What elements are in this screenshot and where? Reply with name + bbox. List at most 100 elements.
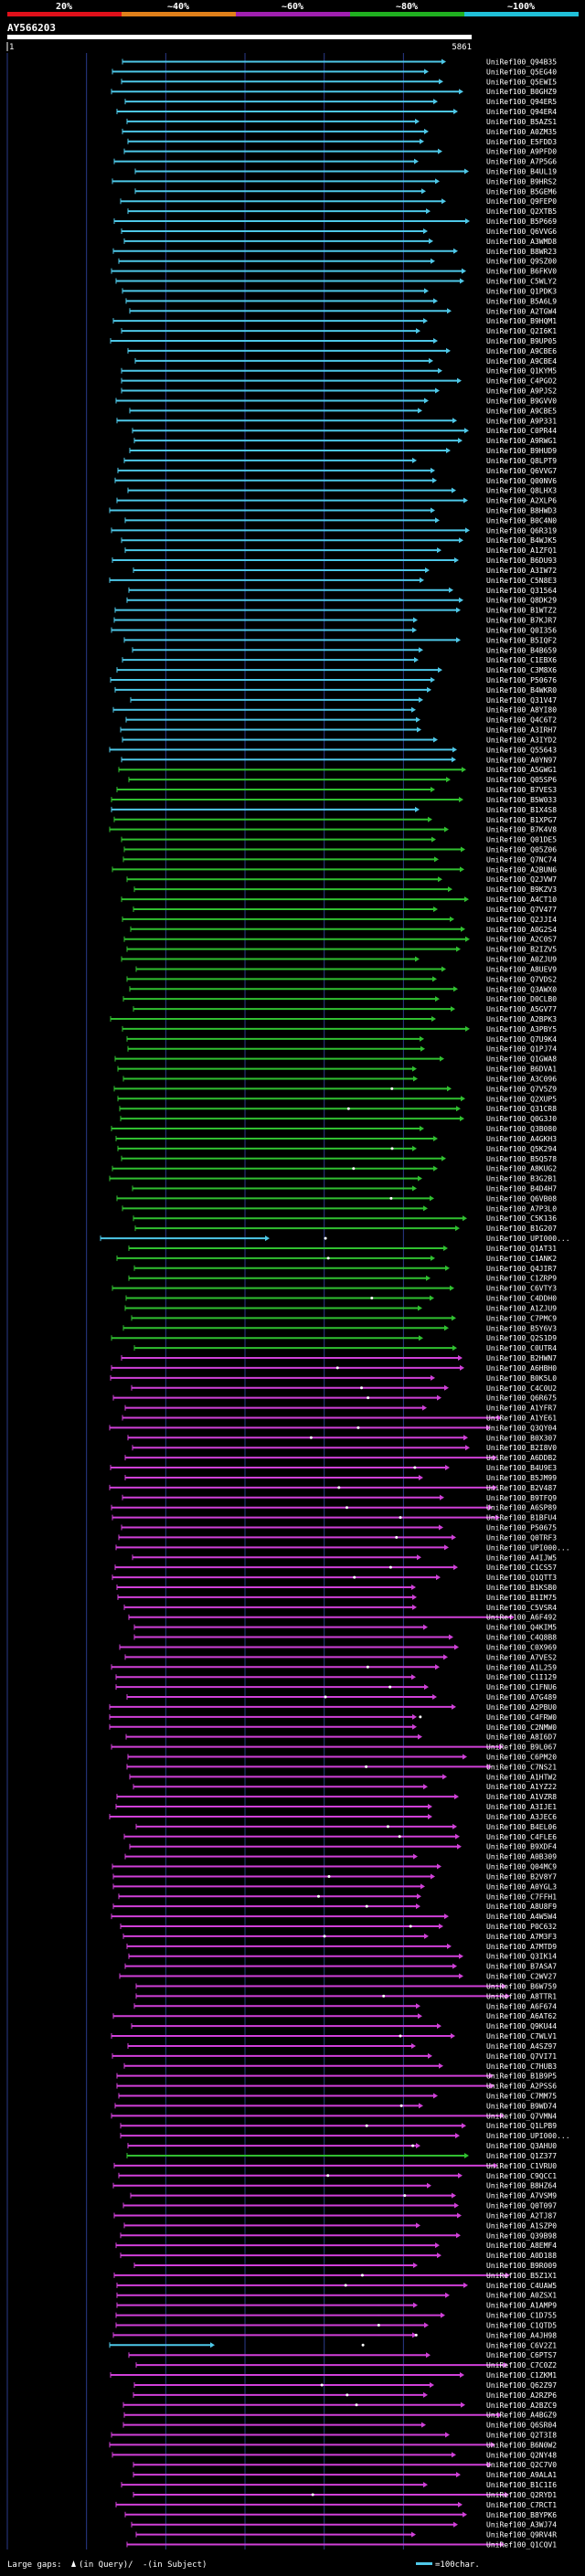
hit-label[interactable]: UniRef100_Q62Z97	[486, 2381, 557, 2390]
hit-label[interactable]: UniRef100_B5JM99	[486, 1474, 557, 1482]
hit-label[interactable]: UniRef100_A9PFD0	[486, 148, 557, 156]
hit-label[interactable]: UniRef100_A1SZP0	[486, 2221, 557, 2230]
hit-label[interactable]: UniRef100_A1YE61	[486, 1414, 557, 1422]
hit-label[interactable]: UniRef100_C7FFH1	[486, 1892, 557, 1901]
hit-label[interactable]: UniRef100_B1XPG7	[486, 816, 557, 824]
hit-label[interactable]: UniRef100_B9HQM1	[486, 317, 557, 325]
hit-label[interactable]: UniRef100_B2HWN7	[486, 1354, 557, 1362]
hit-label[interactable]: UniRef100_C6V2Z1	[486, 2341, 557, 2349]
hit-label[interactable]: UniRef100_B5A6L9	[486, 297, 557, 305]
hit-label[interactable]: UniRef100_A1L259	[486, 1663, 557, 1671]
hit-label[interactable]: UniRef100_B2V8Y7	[486, 1872, 557, 1881]
hit-label[interactable]: UniRef100_B6DU93	[486, 557, 557, 565]
hit-label[interactable]: UniRef100_P0C632	[486, 1923, 557, 1931]
hit-label[interactable]: UniRef100_B9TFQ9	[486, 1494, 557, 1502]
hit-label[interactable]: UniRef100_Q2I6K1	[486, 327, 557, 335]
hit-label[interactable]: UniRef100_Q3IK14	[486, 1953, 557, 1961]
hit-label[interactable]: UniRef100_A3WJ74	[486, 2521, 557, 2529]
hit-label[interactable]: UniRef100_B8HWD3	[486, 506, 557, 514]
hit-label[interactable]: UniRef100_Q1CQV1	[486, 2541, 557, 2549]
hit-label[interactable]: UniRef100_B3G2B1	[486, 1175, 557, 1183]
hit-label[interactable]: UniRef100_A1ZJU9	[486, 1304, 557, 1312]
hit-label[interactable]: UniRef100_Q6VVG6	[486, 228, 557, 236]
hit-label[interactable]: UniRef100_A3C096	[486, 1075, 557, 1083]
hit-label[interactable]: UniRef100_C3M8X6	[486, 666, 557, 674]
hit-label[interactable]: UniRef100_Q0TRF3	[486, 1533, 557, 1542]
hit-label[interactable]: UniRef100_B8YPK6	[486, 2511, 557, 2519]
hit-label[interactable]: UniRef100_Q9SZ00	[486, 258, 557, 266]
hit-label[interactable]: UniRef100_A9P331	[486, 417, 557, 425]
hit-label[interactable]: UniRef100_B4U9E3	[486, 1464, 557, 1472]
hit-label[interactable]: UniRef100_Q5EWI5	[486, 78, 557, 86]
hit-label[interactable]: UniRef100_Q05Z06	[486, 846, 557, 854]
hit-label[interactable]: UniRef100_B9L067	[486, 1744, 557, 1752]
hit-label[interactable]: UniRef100_B8WR23	[486, 248, 557, 256]
hit-label[interactable]: UniRef100_C1ZRP9	[486, 1275, 557, 1283]
hit-label[interactable]: UniRef100_Q5EG40	[486, 68, 557, 76]
hit-label[interactable]: UniRef100_Q6VVG7	[486, 467, 557, 475]
hit-label[interactable]: UniRef100_A4JH98	[486, 2331, 557, 2339]
hit-label[interactable]: UniRef100_A3IRH7	[486, 726, 557, 735]
hit-label[interactable]: UniRef100_B4UL19	[486, 167, 557, 175]
hit-label[interactable]: UniRef100_A0ZM35	[486, 128, 557, 136]
hit-label[interactable]: UniRef100_A3IJE1	[486, 1803, 557, 1811]
hit-label[interactable]: UniRef100_Q94ER4	[486, 108, 557, 116]
hit-label[interactable]: UniRef100_A6AT62	[486, 2012, 557, 2020]
hit-label[interactable]: UniRef100_C0X969	[486, 1643, 557, 1651]
hit-label[interactable]: UniRef100_B5IQF2	[486, 636, 557, 644]
hit-label[interactable]: UniRef100_C4PGO2	[486, 377, 557, 386]
hit-label[interactable]: UniRef100_A4BGZ9	[486, 2412, 557, 2420]
hit-label[interactable]: UniRef100_Q0G3J0	[486, 1115, 557, 1123]
hit-label[interactable]: UniRef100_A6F492	[486, 1614, 557, 1622]
hit-label[interactable]: UniRef100_A9PJS2	[486, 387, 557, 396]
hit-label[interactable]: UniRef100_Q01DE5	[486, 836, 557, 844]
hit-label[interactable]: UniRef100_A7P3L0	[486, 1204, 557, 1213]
hit-label[interactable]: UniRef100_Q2JVW7	[486, 875, 557, 884]
hit-label[interactable]: UniRef100_C2NMW0	[486, 1723, 557, 1732]
hit-label[interactable]: UniRef100_A1AMP9	[486, 2302, 557, 2310]
hit-label[interactable]: UniRef100_C7RCT1	[486, 2501, 557, 2509]
hit-label[interactable]: UniRef100_A0YGL3	[486, 1882, 557, 1891]
hit-label[interactable]: UniRef100_B1WTZ2	[486, 607, 557, 615]
hit-label[interactable]: UniRef100_UPI000...	[486, 1543, 570, 1552]
hit-label[interactable]: UniRef100_Q3QY04	[486, 1424, 557, 1432]
hit-label[interactable]: UniRef100_A0G2S4	[486, 926, 557, 934]
hit-label[interactable]: UniRef100_A7P5G6	[486, 158, 557, 166]
hit-label[interactable]: UniRef100_C1VRU0	[486, 2162, 557, 2170]
hit-label[interactable]: UniRef100_A3WMD8	[486, 238, 557, 246]
hit-label[interactable]: UniRef100_C5N8E3	[486, 577, 557, 585]
hit-label[interactable]: UniRef100_Q7VDS2	[486, 975, 557, 983]
hit-label[interactable]: UniRef100_B4EL06	[486, 1823, 557, 1831]
hit-label[interactable]: UniRef100_B1X4S8	[486, 806, 557, 814]
hit-label[interactable]: UniRef100_Q6R675	[486, 1394, 557, 1403]
hit-label[interactable]: UniRef100_A7VES2	[486, 1653, 557, 1661]
hit-label[interactable]: UniRef100_B9XDF4	[486, 1843, 557, 1851]
hit-label[interactable]: UniRef100_Q1GWA8	[486, 1055, 557, 1064]
hit-label[interactable]: UniRef100_B5Y6V3	[486, 1324, 557, 1332]
hit-label[interactable]: UniRef100_C7NS21	[486, 1763, 557, 1771]
hit-label[interactable]: UniRef100_A2TJ87	[486, 2211, 557, 2220]
hit-label[interactable]: UniRef100_B0K5L0	[486, 1374, 557, 1383]
hit-label[interactable]: UniRef100_A3JEC6	[486, 1813, 557, 1821]
hit-label[interactable]: UniRef100_A9CBE6	[486, 347, 557, 355]
hit-label[interactable]: UniRef100_C5VSR4	[486, 1604, 557, 1612]
hit-label[interactable]: UniRef100_B9HRS2	[486, 177, 557, 186]
hit-label[interactable]: UniRef100_A8EMF4	[486, 2242, 557, 2250]
hit-label[interactable]: UniRef100_B1B9P5	[486, 2072, 557, 2081]
hit-label[interactable]: UniRef100_Q2JJI4	[486, 916, 557, 924]
hit-label[interactable]: UniRef100_Q1PJ74	[486, 1045, 557, 1054]
hit-label[interactable]: UniRef100_B6N0W2	[486, 2441, 557, 2449]
hit-label[interactable]: UniRef100_C1EBX6	[486, 656, 557, 664]
hit-label[interactable]: UniRef100_A1VZR8	[486, 1793, 557, 1801]
hit-label[interactable]: UniRef100_A7MTD9	[486, 1943, 557, 1951]
hit-label[interactable]: UniRef100_Q9RV4R	[486, 2531, 557, 2539]
hit-label[interactable]: UniRef100_A2TGW4	[486, 307, 557, 315]
hit-label[interactable]: UniRef100_C1I129	[486, 1673, 557, 1681]
hit-label[interactable]: UniRef100_Q6SR04	[486, 2422, 557, 2430]
hit-label[interactable]: UniRef100_B1G207	[486, 1224, 557, 1233]
hit-label[interactable]: UniRef100_A9CBE4	[486, 357, 557, 366]
hit-label[interactable]: UniRef100_C1QTD5	[486, 2321, 557, 2329]
hit-label[interactable]: UniRef100_A1YFR7	[486, 1405, 557, 1413]
hit-label[interactable]: UniRef100_A1ZFQ1	[486, 546, 557, 555]
hit-label[interactable]: UniRef100_P50676	[486, 676, 557, 684]
